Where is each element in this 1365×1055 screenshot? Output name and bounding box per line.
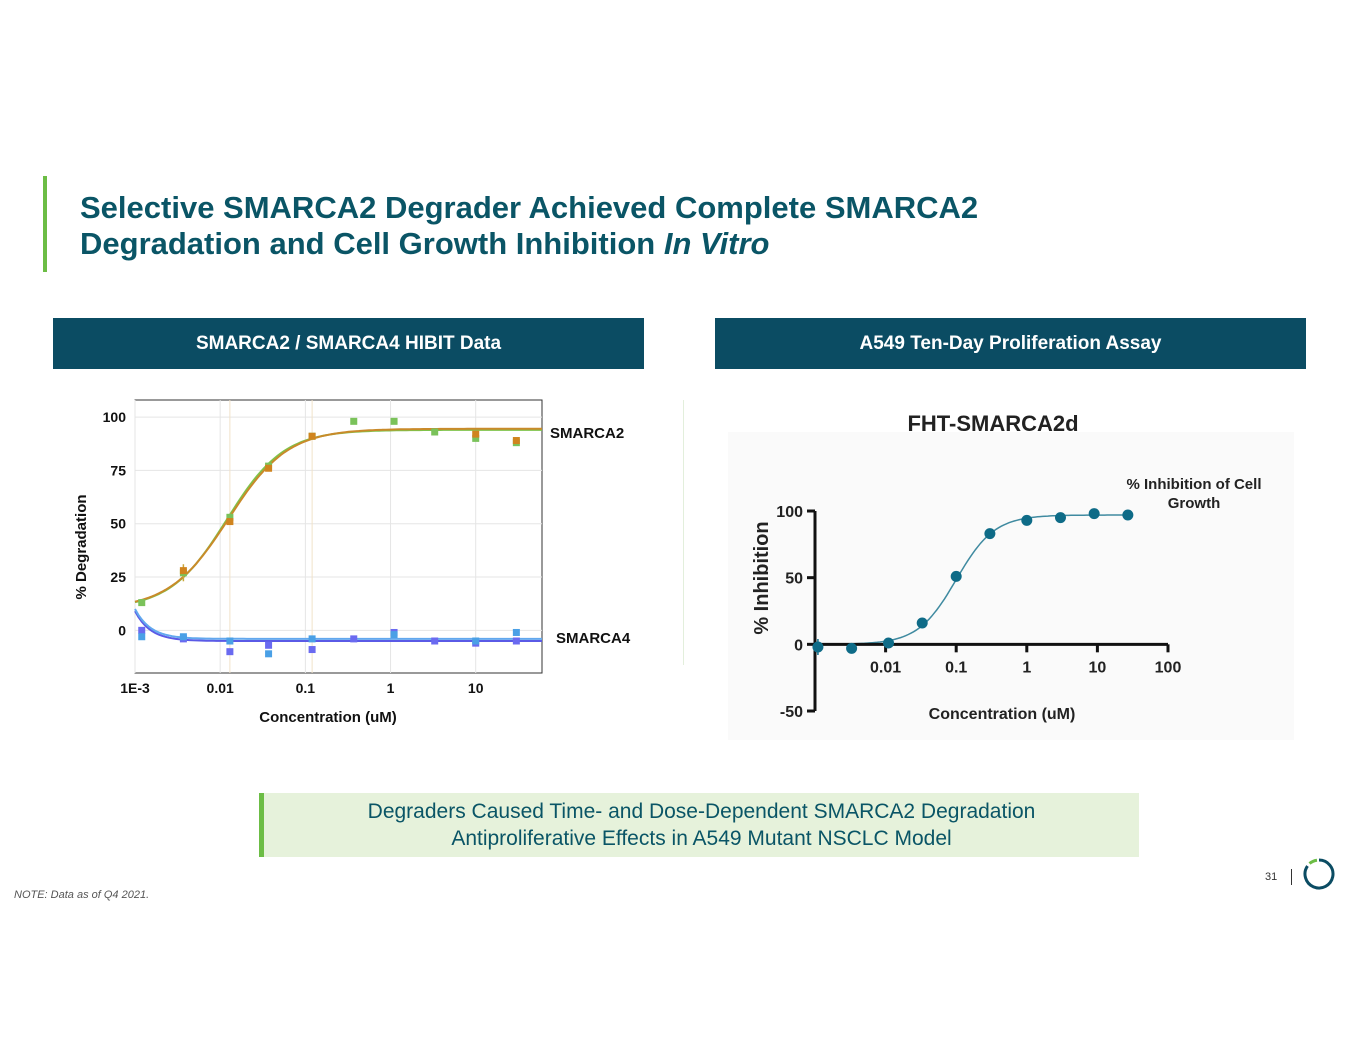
data-point-smarca2: [226, 518, 234, 526]
data-point-smarca2: [350, 417, 358, 425]
data-point-smarca2: [390, 417, 398, 425]
x-tick-label: 0.01: [870, 659, 901, 676]
smarca2-label: SMARCA2: [550, 425, 624, 442]
data-point: [1054, 512, 1066, 524]
footnote: NOTE: Data as of Q4 2021.: [14, 889, 150, 901]
x-tick-label: 100: [1155, 659, 1182, 676]
y-tick-label: 0: [118, 622, 126, 638]
smarca4-label: SMARCA4: [556, 630, 631, 647]
title-line-2-text: Degradation and Cell Growth Inhibition: [80, 226, 664, 261]
legend-line-1: % Inhibition of Cell: [1127, 476, 1262, 493]
data-point-smarca4: [226, 648, 234, 656]
data-point-smarca4: [350, 635, 358, 643]
data-point-smarca2: [308, 432, 316, 440]
chart-background: [728, 432, 1294, 740]
data-point: [883, 637, 895, 649]
y-tick-label: 75: [110, 462, 126, 478]
plot-frame: [134, 399, 543, 674]
callout-line-1: Degraders Caused Time- and Dose-Dependen…: [367, 800, 1036, 823]
y-tick-label: 50: [110, 516, 126, 532]
data-point-smarca4: [226, 637, 234, 645]
panel-divider: [683, 400, 684, 665]
y-tick-label: 0: [794, 637, 803, 654]
data-point-smarca2: [226, 513, 234, 521]
data-point: [846, 642, 858, 654]
hibit-degradation-chart: 100 75 50 25 0 1E-3 0.01 0.1 1 10 Concentration …: [60, 390, 660, 735]
slide-title: Selective SMARCA2 Degrader Achieved Comp…: [80, 190, 1230, 262]
data-point-smarca4: [308, 646, 316, 654]
x-axis-label: Concentration (uM): [259, 709, 396, 726]
data-point: [1088, 508, 1100, 520]
legend-line-2: Growth: [1168, 495, 1221, 512]
data-point-smarca2: [472, 434, 480, 442]
x-tick-label: 1E-3: [120, 680, 150, 696]
x-tick-label: 10: [1089, 659, 1107, 676]
page-separator: [1291, 869, 1292, 885]
left-panel-header: SMARCA2 / SMARCA4 HIBIT Data: [53, 318, 644, 369]
y-tick-label: 100: [103, 409, 127, 425]
data-point-smarca4: [138, 626, 146, 634]
y-tick-label: -50: [780, 704, 803, 721]
legend-text-2: Growth: [1168, 495, 1221, 512]
x-tick-label: 0.01: [207, 680, 234, 696]
data-point-smarca4: [431, 637, 439, 645]
key-takeaway-callout: Degraders Caused Time- and Dose-Dependen…: [259, 793, 1139, 857]
data-point-smarca2: [179, 567, 187, 575]
data-point: [984, 528, 996, 540]
x-tick-label: 0.1: [945, 659, 967, 676]
data-point-smarca4: [179, 633, 187, 641]
data-point-smarca2: [512, 437, 520, 445]
data-point-smarca2: [265, 464, 273, 472]
title-line-2: Degradation and Cell Growth Inhibition I…: [80, 226, 1230, 262]
data-point-smarca4: [265, 641, 273, 649]
y-tick-label: 100: [776, 504, 803, 521]
title-line-1: Selective SMARCA2 Degrader Achieved Comp…: [80, 190, 979, 225]
y-tick-label: 25: [110, 569, 126, 585]
proliferation-chart: FHT-SMARCA2d 100 50 0 -50 0.01 0.1 1 10 100 % In…: [728, 411, 1294, 740]
data-point-smarca2: [472, 430, 480, 438]
data-point-smarca4: [265, 650, 273, 658]
fit-curve-smarca2: [134, 427, 542, 603]
data-point-smarca4: [512, 637, 520, 645]
data-point-smarca4: [390, 631, 398, 639]
data-point-smarca4: [472, 637, 480, 645]
title-accent-bar: [43, 176, 47, 272]
y-tick-label: 50: [785, 571, 803, 588]
data-point-smarca4: [138, 633, 146, 641]
data-point: [950, 570, 962, 582]
data-point-smarca4: [512, 628, 520, 636]
data-point-smarca4: [308, 635, 316, 643]
data-point-smarca2: [138, 599, 146, 607]
y-axis-label: % Degradation: [73, 494, 90, 599]
chart-title: FHT-SMARCA2d: [907, 411, 1078, 436]
company-logo-icon: [1303, 858, 1335, 890]
data-point: [916, 617, 928, 629]
x-axis-label: Concentration (uM): [929, 706, 1076, 723]
data-point: [1021, 514, 1033, 526]
x-tick-label: 1: [387, 680, 395, 696]
data-point-smarca2: [431, 428, 439, 436]
x-tick-label: 10: [468, 680, 484, 696]
x-tick-label: 1: [1022, 659, 1031, 676]
x-tick-label: 0.1: [296, 680, 316, 696]
title-line-2-italic: In Vitro: [663, 226, 770, 261]
legend-text-1: % Inhibition of Cell: [1127, 476, 1262, 493]
page-number: 31: [1265, 871, 1278, 883]
data-point: [812, 641, 824, 653]
callout-line-2: Antiproliferative Effects in A549 Mutant…: [451, 827, 952, 850]
right-panel-header: A549 Ten-Day Proliferation Assay: [715, 318, 1306, 369]
y-axis-label: % Inhibition: [751, 521, 773, 634]
data-point: [1122, 509, 1134, 521]
